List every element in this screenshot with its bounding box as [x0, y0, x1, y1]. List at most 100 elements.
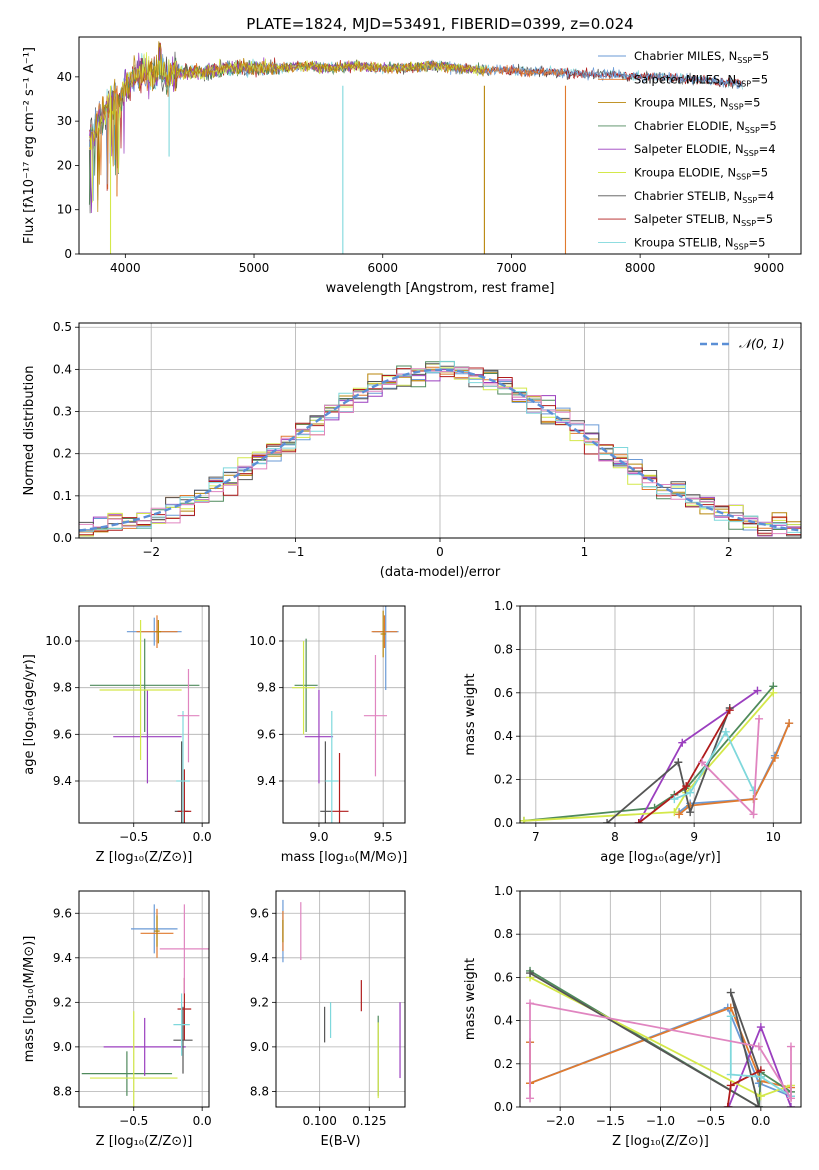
weight-marker	[726, 1081, 735, 1090]
weight-marker	[754, 1042, 763, 1051]
weight-marker	[753, 686, 762, 695]
weight-marker	[526, 999, 535, 1008]
tick-label-y: 9.6	[250, 906, 269, 920]
tick-label-x: 10	[766, 830, 781, 844]
z-age-axes-frame	[78, 605, 210, 824]
tick-label-x: −2	[142, 545, 160, 559]
weight-marker	[749, 810, 758, 819]
z-mass-grid	[79, 891, 209, 1107]
spectrum-axes-frame	[78, 36, 802, 255]
tick-label-x: −0.5	[119, 830, 148, 844]
tick-label-y: 0.2	[494, 1057, 513, 1071]
weight-marker	[756, 1023, 765, 1032]
z-weight-ylabel: mass weight	[463, 958, 478, 1040]
legend-entry: Kroupa STELIB, NSSP=5	[634, 235, 765, 251]
tick-label-y: 0	[64, 247, 72, 261]
z-mass-panel: −0.5 0.0 8.8 9.0 9.2 9.4 9.6 Z [log₁₀(Z/Z⊙)] mas…	[22, 890, 212, 1149]
tick-label-y: 0.1	[53, 489, 72, 503]
residuals-xlabel: (data-model)/error	[380, 565, 501, 580]
tick-label-y: 9.6	[53, 727, 72, 741]
tick-label-x: 9000	[754, 261, 785, 275]
tick-label-y: 9.4	[53, 774, 72, 788]
weight-marker	[770, 753, 779, 762]
legend-entry: Salpeter STELIB, NSSP=5	[634, 212, 773, 228]
z-age-ticks: −0.5 0.0 9.4 9.6 9.8 10.0	[45, 634, 211, 844]
errorbar-point	[176, 711, 190, 823]
weight-marker	[686, 788, 695, 797]
errorbar-point	[159, 904, 209, 994]
spectrum-series-line	[88, 41, 485, 213]
tick-label-y: 9.8	[257, 681, 276, 695]
tick-label-x: 8000	[625, 261, 656, 275]
tick-label-y: 9.8	[53, 681, 72, 695]
tick-label-x: 6000	[367, 261, 398, 275]
weight-marker	[756, 1072, 765, 1081]
weight-marker	[682, 782, 691, 791]
ebv-mass-axes-frame	[275, 890, 406, 1108]
mass-age-axes-frame	[282, 605, 406, 824]
tick-label-y: 0.4	[494, 1014, 513, 1028]
mass-age-grid	[283, 606, 405, 823]
tick-label-y: 9.0	[250, 1040, 269, 1054]
tick-label-y: 8.8	[250, 1084, 269, 1098]
weight-marker	[726, 988, 735, 997]
weight-marker	[786, 1094, 795, 1103]
tick-label-x: 0.0	[193, 1114, 212, 1128]
tick-label-y: 10.0	[45, 634, 72, 648]
errorbar-point	[294, 638, 318, 732]
age-weight-ticks: 7 8 9 10 0.0 0.2 0.4 0.6 0.8 1.0	[494, 599, 781, 844]
spectrum-panel: 4000 5000 6000 7000 8000 9000 0 10 20 30 40 wavelen…	[22, 36, 802, 296]
weight-marker	[670, 795, 679, 804]
errorbar-point	[173, 993, 190, 1056]
weight-marker	[754, 1103, 763, 1107]
errorbar-point	[380, 610, 386, 658]
residuals-axes-frame	[78, 322, 802, 539]
weight-marker	[723, 1103, 732, 1107]
legend-entry: Salpeter ELODIE, NSSP=4	[634, 142, 776, 158]
spectrum-plot-area	[88, 41, 743, 254]
ebv-mass-xlabel: E(B-V)	[320, 1134, 360, 1149]
z-mass-axes-frame	[78, 890, 210, 1108]
legend-entry: Chabrier ELODIE, NSSP=5	[634, 119, 777, 135]
tick-label-y: 9.2	[250, 995, 269, 1009]
errorbar-point	[155, 620, 162, 644]
z-age-ylabel: age [log₁₀(age/yr)]	[22, 654, 37, 775]
tick-label-x: 9	[690, 830, 698, 844]
weight-series-line	[529, 970, 792, 1107]
tick-label-y: 40	[57, 70, 72, 84]
tick-label-x: 0.0	[751, 1114, 770, 1128]
errorbar-point	[89, 1011, 178, 1107]
tick-label-y: 0.0	[494, 1100, 513, 1114]
legend-entry: Kroupa ELODIE, NSSP=5	[634, 166, 768, 182]
weight-marker	[675, 810, 684, 819]
tick-label-x: −2.0	[546, 1114, 575, 1128]
weight-marker	[686, 808, 695, 817]
residual-histogram	[79, 360, 801, 533]
z-weight-plot-area	[526, 966, 795, 1107]
tick-label-x: 0.100	[302, 1114, 336, 1128]
legend-entry: 𝒩(0, 1)	[739, 336, 785, 351]
mass-age-ticks: 9.0 9.5 9.4 9.6 9.8 10.0	[249, 634, 392, 844]
spectrum-ticks: 4000 5000 6000 7000 8000 9000 0 10 20 30 40	[57, 70, 784, 275]
tick-label-y: 8.8	[53, 1084, 72, 1098]
errorbar-point	[154, 915, 160, 947]
weight-marker	[520, 816, 528, 823]
weight-marker	[726, 1012, 735, 1021]
tick-label-x: 7	[532, 830, 540, 844]
tick-label-x: −0.5	[119, 1114, 148, 1128]
residual-histogram	[79, 367, 801, 535]
weight-marker	[634, 819, 643, 823]
tick-label-x: 9.5	[374, 830, 393, 844]
tick-label-y: 1.0	[494, 599, 513, 613]
residuals-plot-area	[79, 360, 801, 537]
tick-label-x: 7000	[496, 261, 527, 275]
tick-label-x: −0.5	[696, 1114, 725, 1128]
tick-label-y: 10	[57, 203, 72, 217]
residuals-panel: −2 −1 0 1 2 0.0 0.1 0.2 0.3 0.4 0.5 (data-model)/er…	[22, 320, 802, 580]
tick-label-x: −1	[287, 545, 305, 559]
tick-label-y: 0.2	[494, 773, 513, 787]
tick-label-y: 1.0	[494, 884, 513, 898]
tick-label-x: 1	[581, 545, 589, 559]
tick-label-y: 0.0	[494, 816, 513, 830]
tick-label-y: 9.2	[53, 995, 72, 1009]
